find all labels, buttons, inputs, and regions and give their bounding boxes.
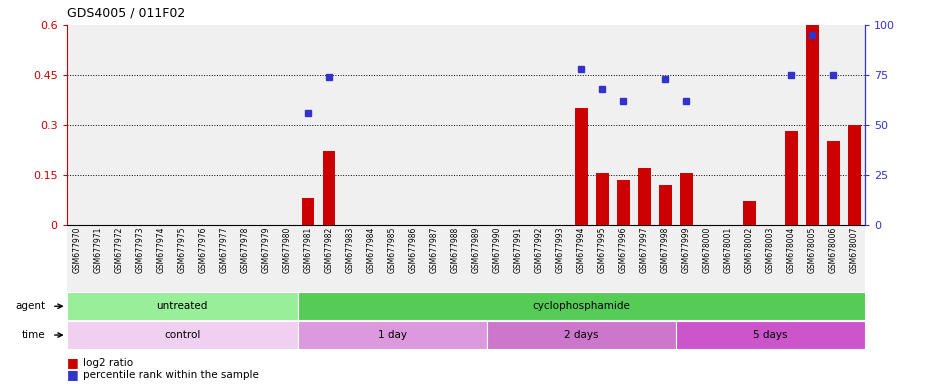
Text: GSM678005: GSM678005 <box>808 227 817 273</box>
Text: 1 day: 1 day <box>377 330 407 340</box>
Text: agent: agent <box>16 301 45 311</box>
Text: GSM678004: GSM678004 <box>787 227 796 273</box>
Text: GSM678002: GSM678002 <box>745 227 754 273</box>
Text: GSM677993: GSM677993 <box>556 227 565 273</box>
Bar <box>298 321 487 349</box>
Text: GSM677990: GSM677990 <box>493 227 501 273</box>
Text: GSM677989: GSM677989 <box>472 227 481 273</box>
Text: GSM677985: GSM677985 <box>388 227 397 273</box>
Text: GSM677970: GSM677970 <box>72 227 81 273</box>
Text: GSM677999: GSM677999 <box>682 227 691 273</box>
Bar <box>67 321 298 349</box>
Text: GSM677981: GSM677981 <box>303 227 313 273</box>
Text: GSM677976: GSM677976 <box>199 227 207 273</box>
Bar <box>848 125 860 225</box>
Bar <box>638 168 650 225</box>
Text: GSM677982: GSM677982 <box>325 227 334 273</box>
Text: GSM677988: GSM677988 <box>450 227 460 273</box>
Bar <box>575 108 587 225</box>
Text: percentile rank within the sample: percentile rank within the sample <box>83 370 259 380</box>
Text: ■: ■ <box>67 368 79 381</box>
Text: GSM678001: GSM678001 <box>724 227 733 273</box>
Bar <box>659 185 672 225</box>
Text: GSM677979: GSM677979 <box>262 227 271 273</box>
Bar <box>680 173 693 225</box>
Text: cyclophosphamide: cyclophosphamide <box>533 301 630 311</box>
Text: ■: ■ <box>67 356 79 369</box>
Text: GSM678006: GSM678006 <box>829 227 838 273</box>
Bar <box>596 173 609 225</box>
Text: GSM677995: GSM677995 <box>598 227 607 273</box>
Text: GSM678000: GSM678000 <box>703 227 712 273</box>
Text: GSM677998: GSM677998 <box>660 227 670 273</box>
Bar <box>743 201 756 225</box>
Text: GSM677997: GSM677997 <box>640 227 648 273</box>
Bar <box>298 293 865 320</box>
Text: GSM677980: GSM677980 <box>283 227 291 273</box>
Bar <box>785 131 797 225</box>
Text: 2 days: 2 days <box>564 330 598 340</box>
Bar <box>67 293 298 320</box>
Text: GSM677971: GSM677971 <box>93 227 103 273</box>
Bar <box>487 321 676 349</box>
Text: GSM677973: GSM677973 <box>136 227 144 273</box>
Bar <box>323 151 336 225</box>
Text: GSM677975: GSM677975 <box>178 227 187 273</box>
Text: GSM677983: GSM677983 <box>346 227 354 273</box>
Text: GDS4005 / 011F02: GDS4005 / 011F02 <box>67 7 185 20</box>
Bar <box>617 180 630 225</box>
Bar <box>302 198 314 225</box>
Text: GSM677987: GSM677987 <box>430 227 438 273</box>
Text: GSM677992: GSM677992 <box>535 227 544 273</box>
Text: log2 ratio: log2 ratio <box>83 358 133 368</box>
Text: GSM677986: GSM677986 <box>409 227 418 273</box>
Text: GSM677974: GSM677974 <box>156 227 166 273</box>
Text: GSM677994: GSM677994 <box>577 227 586 273</box>
Bar <box>827 141 840 225</box>
Bar <box>806 25 819 225</box>
Text: untreated: untreated <box>156 301 208 311</box>
Text: GSM677977: GSM677977 <box>219 227 228 273</box>
Text: GSM677991: GSM677991 <box>513 227 523 273</box>
Text: 5 days: 5 days <box>753 330 787 340</box>
Text: GSM677984: GSM677984 <box>366 227 376 273</box>
Text: GSM678003: GSM678003 <box>766 227 775 273</box>
Text: GSM677972: GSM677972 <box>115 227 124 273</box>
Text: time: time <box>22 330 45 340</box>
Text: control: control <box>164 330 201 340</box>
Text: GSM677978: GSM677978 <box>240 227 250 273</box>
Text: GSM677996: GSM677996 <box>619 227 628 273</box>
Bar <box>676 321 865 349</box>
Text: GSM678007: GSM678007 <box>850 227 859 273</box>
